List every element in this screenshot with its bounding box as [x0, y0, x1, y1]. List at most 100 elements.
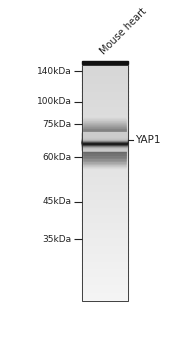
Bar	[82, 228, 128, 229]
Bar	[82, 132, 128, 133]
Bar	[82, 107, 128, 108]
Bar	[82, 249, 128, 250]
Bar	[83, 126, 126, 127]
Bar	[82, 289, 128, 290]
Bar	[82, 117, 128, 118]
Bar	[82, 145, 127, 146]
Bar	[82, 261, 128, 262]
Bar	[82, 224, 128, 225]
Bar	[82, 177, 128, 178]
Text: 35kDa: 35kDa	[42, 235, 71, 244]
Bar	[82, 98, 128, 99]
Bar	[82, 219, 128, 220]
Bar	[82, 238, 128, 239]
Bar	[82, 141, 127, 142]
Text: Mouse heart: Mouse heart	[99, 7, 149, 57]
Bar	[82, 221, 128, 222]
Bar	[82, 145, 128, 146]
Bar	[82, 201, 128, 202]
Bar	[82, 286, 128, 287]
Bar	[82, 198, 128, 199]
Bar	[82, 144, 128, 145]
Bar	[82, 125, 128, 126]
Bar	[82, 239, 128, 240]
Bar	[82, 147, 127, 148]
Bar	[82, 88, 128, 89]
Bar	[83, 150, 126, 152]
Bar	[82, 140, 127, 141]
Bar	[82, 106, 128, 107]
Bar	[82, 264, 128, 265]
Bar	[82, 280, 128, 281]
Bar	[82, 149, 127, 150]
Bar	[82, 266, 128, 267]
Bar	[82, 131, 128, 132]
Bar	[82, 71, 128, 72]
Bar	[82, 251, 128, 252]
Bar	[82, 152, 128, 153]
Text: 60kDa: 60kDa	[42, 153, 71, 162]
Bar	[83, 163, 126, 164]
Bar	[82, 217, 128, 218]
Bar	[82, 149, 128, 150]
Bar	[82, 110, 128, 111]
Bar	[82, 78, 128, 79]
Bar	[82, 285, 128, 286]
Bar	[82, 135, 128, 136]
Bar	[82, 234, 128, 235]
Bar	[82, 295, 128, 296]
Bar	[82, 183, 128, 184]
Bar	[82, 216, 128, 217]
Bar	[82, 202, 128, 203]
Bar	[82, 277, 128, 278]
Bar	[82, 165, 128, 166]
Bar	[83, 128, 126, 129]
Bar	[82, 297, 128, 298]
Bar	[82, 130, 128, 131]
Bar	[82, 190, 128, 191]
Bar	[82, 138, 128, 139]
Bar	[83, 123, 126, 124]
Bar	[82, 220, 128, 221]
Bar	[82, 146, 128, 147]
Bar	[82, 122, 128, 123]
Bar	[82, 134, 128, 135]
Bar	[82, 215, 128, 216]
Bar	[82, 208, 128, 209]
Bar	[82, 283, 128, 284]
Bar	[82, 294, 128, 295]
Bar	[82, 102, 128, 103]
Bar	[83, 157, 126, 159]
Bar	[82, 247, 128, 248]
Bar	[82, 141, 127, 142]
Bar	[82, 120, 128, 121]
Bar	[82, 81, 128, 82]
Bar	[82, 84, 128, 85]
Bar	[83, 117, 126, 118]
Bar	[82, 138, 127, 139]
Bar	[83, 120, 126, 122]
Bar	[82, 192, 128, 193]
Bar	[83, 118, 126, 119]
Bar	[83, 152, 126, 154]
Bar	[82, 135, 128, 137]
Bar	[82, 236, 128, 237]
Bar	[82, 234, 128, 236]
Bar	[82, 140, 127, 141]
Bar	[82, 184, 128, 185]
Bar	[83, 120, 126, 121]
Bar	[82, 186, 128, 187]
Bar	[82, 299, 128, 300]
Bar	[82, 293, 128, 294]
Bar	[83, 127, 126, 128]
Bar	[82, 284, 128, 285]
Bar	[82, 137, 127, 138]
Bar	[82, 271, 128, 272]
Bar	[82, 93, 128, 94]
Bar	[83, 156, 126, 158]
Bar	[83, 131, 126, 132]
Bar	[82, 270, 128, 271]
Bar	[82, 149, 128, 150]
Bar	[82, 115, 128, 116]
Bar	[82, 288, 128, 289]
